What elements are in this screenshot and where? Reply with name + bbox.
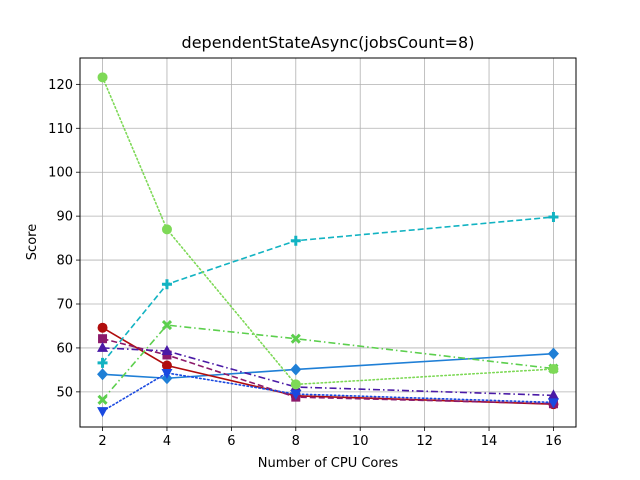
data-point bbox=[97, 72, 108, 83]
x-tick-label: 2 bbox=[98, 434, 106, 449]
data-point bbox=[97, 322, 108, 333]
data-point bbox=[290, 363, 302, 376]
series-line bbox=[102, 352, 554, 380]
data-point bbox=[161, 345, 173, 356]
data-point bbox=[161, 224, 172, 235]
y-tick-label: 110 bbox=[48, 122, 73, 137]
series-line bbox=[102, 347, 554, 397]
y-tick-label: 50 bbox=[56, 385, 73, 400]
y-tick-label: 80 bbox=[56, 254, 73, 269]
data-point bbox=[97, 341, 109, 352]
data-point bbox=[161, 368, 173, 379]
chart-title: dependentStateAsync(jobsCount=8) bbox=[182, 33, 475, 52]
series-6 bbox=[97, 212, 559, 368]
series-line bbox=[101, 372, 555, 412]
data-point bbox=[161, 360, 172, 371]
series-5 bbox=[97, 368, 559, 418]
data-point bbox=[97, 357, 108, 368]
data-point bbox=[161, 320, 173, 331]
y-tick-label: 60 bbox=[56, 341, 73, 356]
series-8 bbox=[97, 72, 559, 390]
data-point bbox=[548, 212, 559, 223]
data-point bbox=[161, 279, 172, 290]
data-point bbox=[97, 394, 108, 405]
data-point bbox=[98, 334, 108, 344]
y-tick-label: 70 bbox=[56, 298, 73, 313]
series-1 bbox=[97, 347, 559, 385]
x-tick-label: 12 bbox=[416, 434, 433, 449]
series-line bbox=[101, 216, 554, 364]
x-tick-label: 10 bbox=[352, 434, 369, 449]
data-point bbox=[290, 379, 301, 390]
data-point bbox=[97, 407, 109, 418]
data-point bbox=[290, 390, 302, 401]
series-line bbox=[101, 76, 555, 386]
x-tick-label: 4 bbox=[163, 434, 171, 449]
y-tick-label: 120 bbox=[48, 78, 73, 93]
ticks: 2 4 6 8 10 12 14 16 50 60 70 80 90 100 110 120 bbox=[48, 78, 562, 449]
y-tick-label: 100 bbox=[48, 166, 73, 181]
y-axis-label: Score bbox=[25, 224, 40, 260]
x-tick-label: 8 bbox=[292, 434, 300, 449]
series-layer bbox=[97, 72, 559, 418]
data-point bbox=[547, 389, 559, 400]
series-line bbox=[102, 327, 554, 405]
series-line bbox=[101, 324, 554, 401]
x-tick-label: 14 bbox=[481, 434, 498, 449]
data-point bbox=[290, 235, 301, 246]
data-point bbox=[547, 347, 559, 360]
data-point bbox=[290, 333, 301, 344]
data-point bbox=[547, 398, 559, 409]
data-point bbox=[548, 364, 559, 375]
grid bbox=[80, 58, 576, 427]
plot-frame bbox=[79, 57, 577, 428]
y-tick-label: 90 bbox=[56, 210, 73, 225]
x-tick-label: 16 bbox=[545, 434, 562, 449]
data-point bbox=[97, 368, 109, 381]
x-axis-label: Number of CPU Cores bbox=[258, 456, 399, 471]
x-tick-label: 6 bbox=[227, 434, 235, 449]
